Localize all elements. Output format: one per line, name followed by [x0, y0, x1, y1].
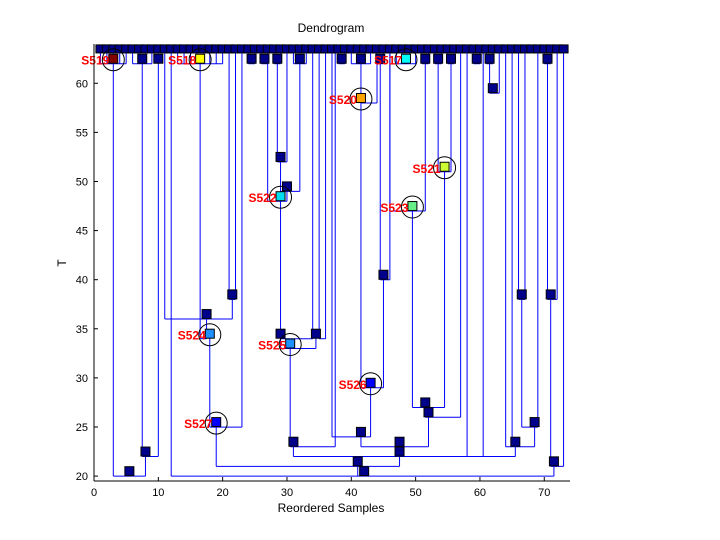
- y-axis-label: T: [55, 259, 69, 267]
- merge-node: [471, 53, 482, 64]
- x-tick-label: 10: [152, 487, 164, 499]
- merge-node: [259, 53, 270, 64]
- merge-node: [211, 417, 222, 428]
- y-tick-label: 45: [76, 226, 88, 238]
- merge-node: [375, 53, 386, 64]
- annotation-circle: [278, 333, 302, 357]
- merge-node: [310, 328, 321, 339]
- merge-node: [227, 289, 238, 300]
- axes-group: 0 10 20 30 40 50 60 70 20 25 30 35 40 45 50 55 60: [76, 44, 570, 499]
- annotation-circle: [359, 372, 383, 396]
- merge-node: [204, 328, 215, 339]
- annotation-label: S523: [380, 201, 408, 215]
- x-tick-label: 30: [281, 487, 293, 499]
- annotation-label: S527: [184, 417, 212, 431]
- merge-node: [446, 53, 456, 64]
- merge-node: [487, 83, 498, 94]
- merge-node: [336, 53, 347, 64]
- merge-node: [407, 201, 418, 212]
- merge-node: [246, 53, 257, 64]
- x-tick-label: 70: [538, 487, 550, 499]
- y-tick-label: 60: [76, 78, 88, 90]
- merge-node: [275, 328, 286, 339]
- merge-node: [484, 53, 495, 64]
- merge-node: [140, 446, 151, 457]
- annotation-circle: [394, 48, 418, 72]
- annotation-circle: [188, 48, 212, 72]
- annotation-label: S519: [81, 54, 109, 68]
- chart-title: Dendrogram: [298, 21, 365, 35]
- y-tick-label: 25: [76, 422, 88, 434]
- merge-node: [294, 53, 305, 64]
- merge-node: [516, 289, 527, 300]
- annotation-circle: [400, 195, 424, 219]
- annotation-label: S524: [178, 329, 206, 343]
- merge-node: [394, 446, 405, 457]
- annotation-circle: [101, 48, 125, 72]
- y-tick-label: 40: [76, 275, 88, 287]
- y-tick-label: 35: [76, 324, 88, 336]
- merge-node: [433, 53, 444, 64]
- merge-node: [365, 377, 376, 388]
- merge-node: [423, 407, 434, 418]
- merge-node: [394, 436, 405, 447]
- annotation-label: S526: [339, 378, 367, 392]
- annotation-label: S525: [258, 339, 286, 353]
- merge-node: [137, 53, 148, 64]
- annotation-label: S518: [168, 54, 196, 68]
- merge-node: [124, 466, 135, 477]
- merge-node: [355, 93, 366, 104]
- annotation-label: S521: [413, 162, 441, 176]
- leaf-node: [558, 44, 569, 54]
- merge-node: [288, 436, 299, 447]
- merge-node: [275, 151, 286, 162]
- x-tick-label: 0: [91, 487, 97, 499]
- annotations-group: S519 S518 S517 S520 S521 S522 S523 S524 S525 S526…: [81, 48, 457, 435]
- annotation-circle: [204, 411, 228, 435]
- merge-node: [542, 53, 553, 64]
- merge-node: [420, 53, 431, 64]
- merge-node: [272, 53, 283, 64]
- merge-node: [195, 53, 206, 64]
- merge-node: [378, 269, 389, 280]
- merge-node: [201, 309, 212, 320]
- merge-node: [400, 53, 411, 64]
- x-axis-label: Reordered Samples: [278, 501, 385, 515]
- annotation-circle: [349, 87, 373, 111]
- merge-node: [355, 53, 366, 64]
- merge-node: [275, 191, 286, 202]
- nodes-group: [95, 44, 569, 477]
- x-tick-label: 60: [474, 487, 486, 499]
- annotation-label: S520: [329, 93, 357, 107]
- x-tick-label: 50: [409, 487, 421, 499]
- y-tick-label: 55: [76, 127, 88, 139]
- merge-node: [355, 426, 366, 437]
- merge-node: [352, 456, 363, 467]
- merge-node: [548, 456, 559, 467]
- merge-node: [510, 436, 521, 447]
- y-tick-label: 30: [76, 373, 88, 385]
- annotation-circle: [433, 156, 457, 180]
- annotation-circle: [269, 185, 293, 209]
- merge-node: [529, 417, 540, 428]
- merge-node: [545, 289, 556, 300]
- merge-node: [439, 161, 450, 172]
- annotation-circle: [198, 323, 222, 347]
- merge-node: [420, 397, 431, 408]
- x-tick-label: 20: [217, 487, 229, 499]
- annotation-label: S517: [374, 54, 402, 68]
- merge-node: [359, 466, 370, 477]
- y-tick-label: 50: [76, 176, 88, 188]
- annotation-label: S522: [249, 191, 277, 205]
- merge-node: [153, 53, 164, 64]
- y-tick-label: 20: [76, 471, 88, 483]
- x-tick-label: 40: [345, 487, 357, 499]
- merge-node: [108, 53, 119, 64]
- merge-node: [285, 338, 296, 349]
